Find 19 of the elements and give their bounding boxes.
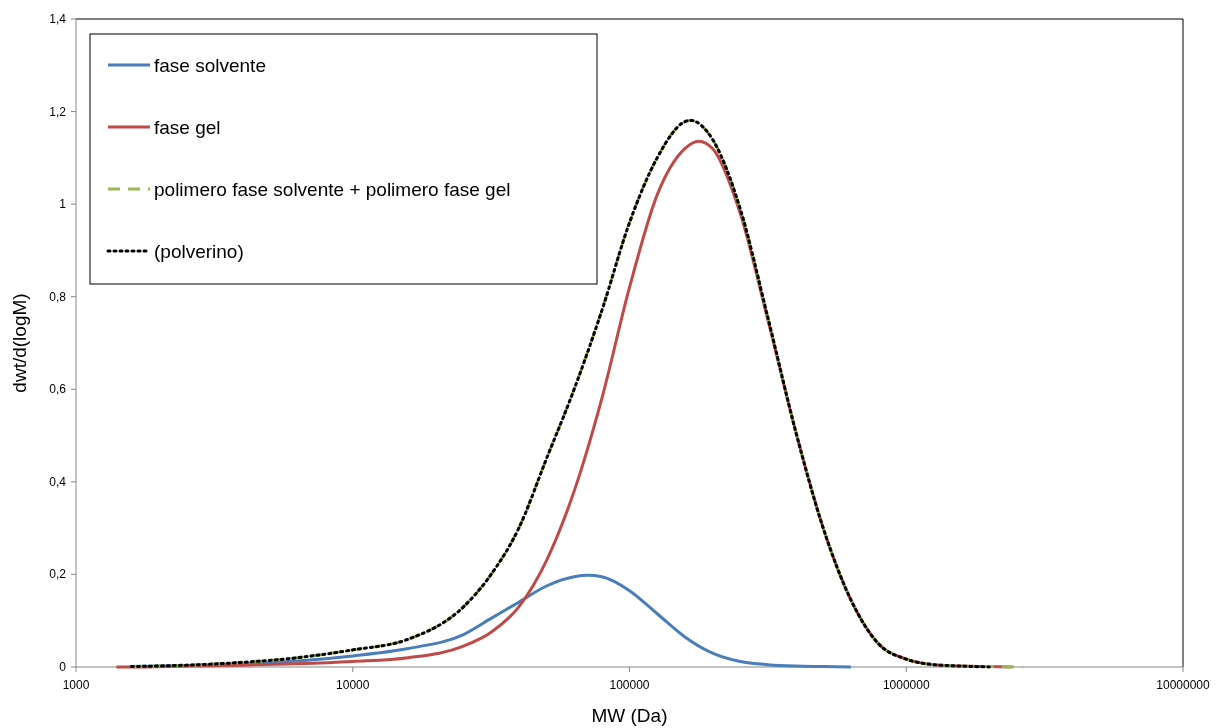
legend-label: polimero fase solvente + polimero fase gel (154, 179, 511, 200)
y-tick-label: 1,2 (49, 104, 67, 119)
legend-label: (polverino) (154, 241, 244, 262)
x-tick-label: 10000000 (1156, 678, 1211, 692)
y-tick-label: 0,6 (49, 382, 67, 397)
x-tick-label: 1000 (62, 678, 90, 692)
legend-label: fase gel (154, 117, 221, 138)
y-tick-label: 0 (59, 660, 67, 674)
x-tick-label: 100000 (609, 678, 650, 692)
y-tick-label: 0,8 (49, 289, 67, 304)
x-tick-label: 1000000 (882, 678, 930, 692)
y-tick-label: 1 (59, 197, 67, 212)
y-axis-title: dwt/d(logM) (9, 293, 30, 393)
y-tick-label: 0,2 (49, 567, 67, 582)
y-tick-label: 0,4 (49, 474, 67, 489)
y-tick-label: 1,4 (49, 12, 67, 26)
legend-label: fase solvente (154, 55, 266, 76)
x-axis-title: MW (Da) (591, 705, 668, 726)
x-tick-label: 10000 (336, 678, 370, 692)
